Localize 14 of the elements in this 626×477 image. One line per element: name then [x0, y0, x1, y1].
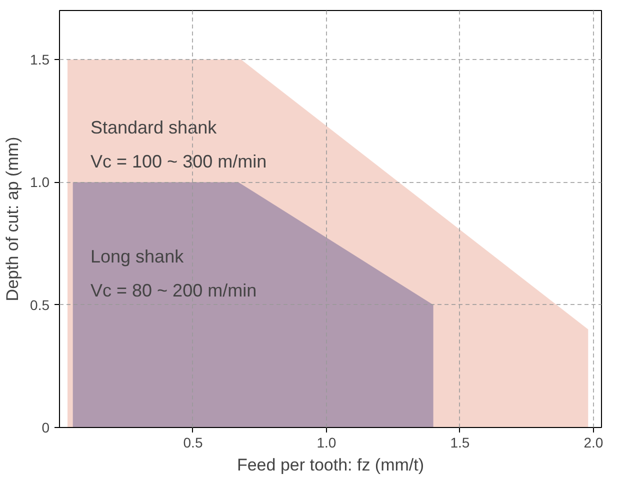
x-tick-label: 1.5: [450, 434, 470, 450]
x-tick-label: 2.0: [584, 434, 604, 450]
annotation: Vc = 100 ~ 300 m/min: [90, 152, 267, 172]
x-tick-label: 1.0: [316, 434, 336, 450]
y-tick-label: 1.5: [30, 52, 50, 68]
y-tick-label: 0: [42, 420, 50, 436]
x-axis-title: Feed per tooth: fz (mm/t): [236, 456, 424, 474]
annotation: Standard shank: [90, 118, 218, 138]
y-axis-title: Depth of cut: ap (mm): [3, 136, 22, 302]
y-tick-label: 0.5: [30, 296, 50, 313]
x-tick-label: 0.5: [183, 434, 203, 450]
annotation: Long shank: [90, 246, 185, 266]
y-tick-label: 1.0: [30, 174, 50, 190]
annotation: Vc = 80 ~ 200 m/min: [90, 280, 257, 300]
